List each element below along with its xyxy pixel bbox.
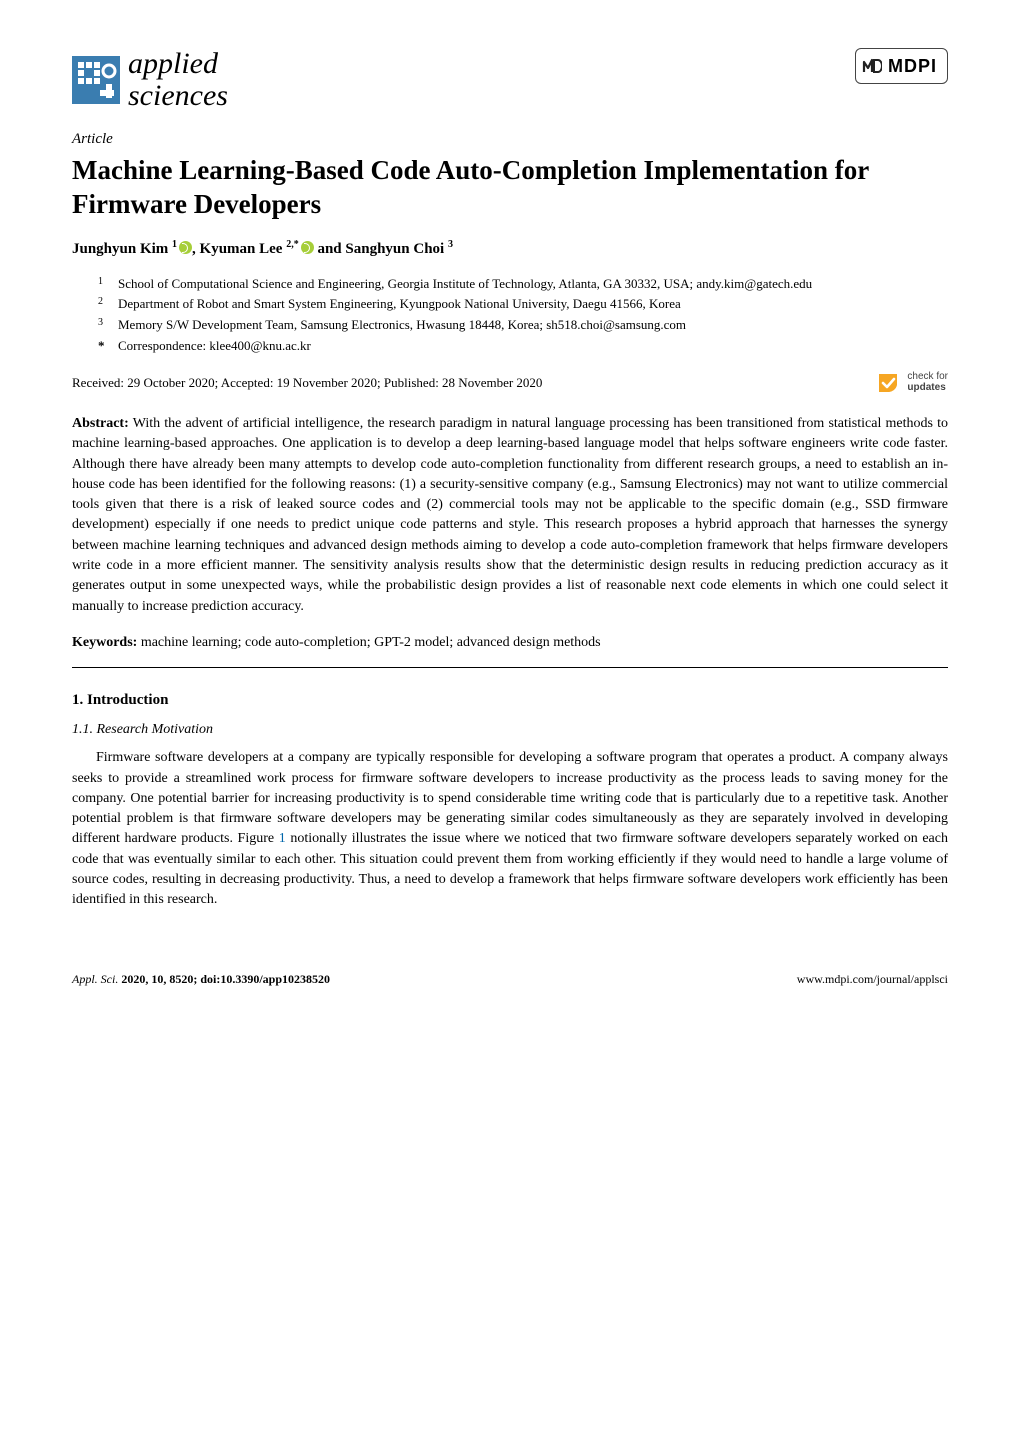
body-paragraph-1: Firmware software developers at a compan… [72,748,948,910]
abstract-label: Abstract: [72,416,129,431]
journal-name-line1: applied [128,47,218,80]
author-2-name: Kyuman Lee [200,241,283,257]
authors-line: Junghyun Kim 1, Kyuman Lee 2,* and Sangh… [72,238,948,261]
footer-issue: 2020, 10, 8520; doi:10.3390/app10238520 [121,972,330,986]
check-updates-badge[interactable]: check for updates [875,370,948,396]
mdpi-icon [862,56,882,76]
subsection-1-1-title: Research Motivation [97,722,214,737]
subsection-1-1-heading: 1.1. Research Motivation [72,720,948,740]
footer-left: Appl. Sci. 2020, 10, 8520; doi:10.3390/a… [72,971,330,988]
affil-num: 2 [98,295,108,314]
keywords-text: machine learning; code auto-completion; … [141,635,601,650]
author-1-name: Junghyun Kim [72,241,168,257]
journal-logo: applied sciences [72,48,228,111]
journal-name: applied sciences [128,48,228,111]
keywords-label: Keywords: [72,635,137,650]
correspondence-mark: * [98,337,108,356]
keywords-block: Keywords: machine learning; code auto-co… [72,633,948,653]
author-1-sep: , [192,241,200,257]
paper-title: Machine Learning-Based Code Auto-Complet… [72,153,948,222]
correspondence-text: Correspondence: klee400@knu.ac.kr [118,337,948,356]
section-divider [72,667,948,668]
publisher-name: MDPI [888,53,937,79]
author-3-sup: 3 [448,239,453,250]
journal-icon [72,56,120,104]
affil-num: 1 [98,275,108,294]
author-2-sep: and [314,241,346,257]
figure-ref-link[interactable]: 1 [279,831,286,846]
abstract-text: With the advent of artificial intelligen… [72,416,948,614]
affil-text: School of Computational Science and Engi… [118,275,948,294]
received-text: Received: 29 October 2020; Accepted: 19 … [72,374,542,393]
updates-line2: updates [907,382,945,393]
abstract-block: Abstract: With the advent of artificial … [72,414,948,617]
footer-journal-abbrev: Appl. Sci. [72,972,118,986]
affiliations: 1 School of Computational Science and En… [98,275,948,356]
author-1-sup: 1 [172,239,177,250]
affil-text: Department of Robot and Smart System Eng… [118,295,948,314]
correspondence-row: * Correspondence: klee400@knu.ac.kr [98,337,948,356]
header-row: applied sciences MDPI [72,48,948,111]
updates-text: check for updates [907,372,948,393]
article-type: Article [72,129,948,151]
journal-name-line2: sciences [128,79,228,112]
subsection-1-1-num: 1.1. [72,722,93,737]
check-updates-icon [875,370,901,396]
section-1-title: Introduction [87,692,168,708]
affiliation-row: 2 Department of Robot and Smart System E… [98,295,948,314]
orcid-icon [179,241,192,254]
author-2-sup: 2,* [286,239,299,250]
section-1-num: 1. [72,692,83,708]
updates-line1: check for [907,371,948,382]
affil-num: 3 [98,316,108,335]
dates-row: Received: 29 October 2020; Accepted: 19 … [72,370,948,396]
affil-text: Memory S/W Development Team, Samsung Ele… [118,316,948,335]
section-1-heading: 1. Introduction [72,690,948,712]
footer-right: www.mdpi.com/journal/applsci [797,971,948,988]
publisher-logo: MDPI [855,48,948,84]
author-3-name: Sanghyun Choi [345,241,444,257]
affiliation-row: 1 School of Computational Science and En… [98,275,948,294]
affiliation-row: 3 Memory S/W Development Team, Samsung E… [98,316,948,335]
orcid-icon [301,241,314,254]
page-footer: Appl. Sci. 2020, 10, 8520; doi:10.3390/a… [72,971,948,988]
